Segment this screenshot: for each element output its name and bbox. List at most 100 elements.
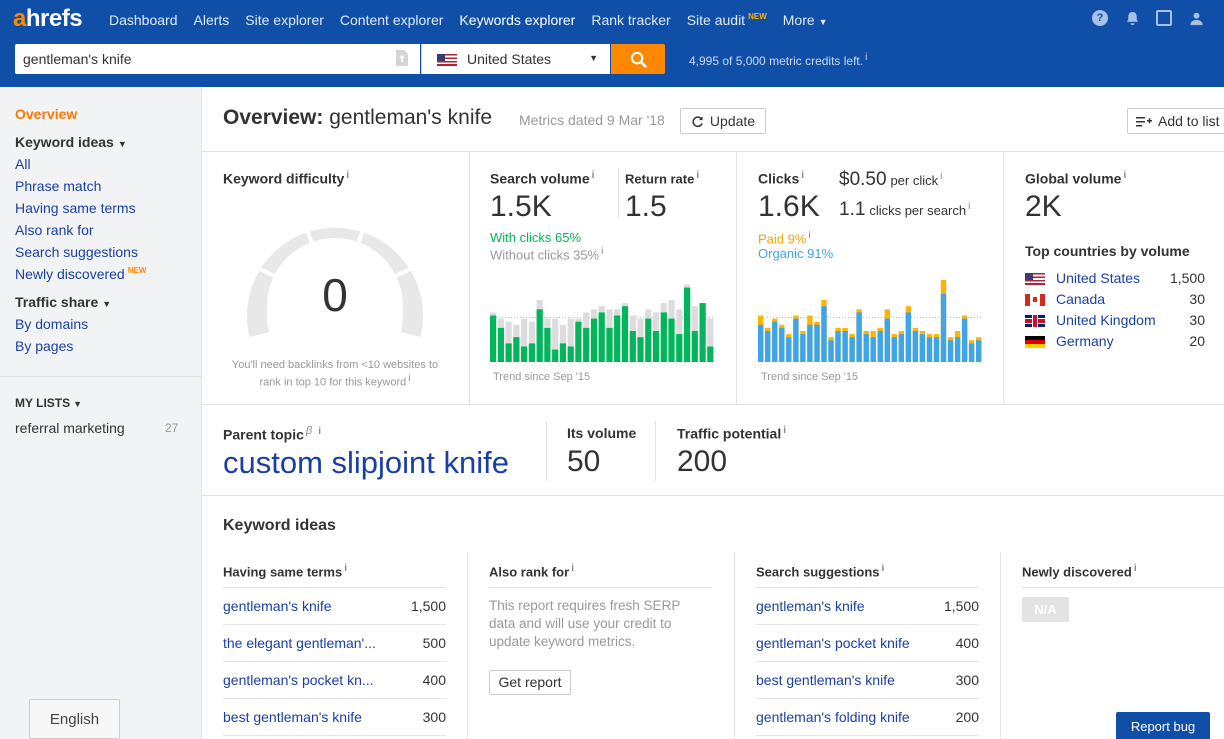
trend-bar	[606, 327, 613, 362]
nav-dashboard[interactable]: Dashboard	[109, 12, 178, 28]
keyword-link[interactable]: best gentleman's knife	[756, 672, 895, 688]
divider	[618, 168, 619, 218]
nav-more[interactable]: More ▼	[783, 12, 828, 28]
info-icon[interactable]: i	[808, 230, 811, 241]
keyword-link[interactable]: gentleman's knife	[223, 598, 332, 614]
trend-bar	[590, 318, 598, 362]
sidebar-item-all[interactable]: All	[15, 156, 31, 172]
nav-site-audit[interactable]: Site audit NEW	[687, 12, 767, 28]
nav-alerts[interactable]: Alerts	[193, 12, 230, 28]
keyword-volume: 200	[955, 709, 979, 725]
trend-bar	[528, 343, 535, 362]
sidebar-item-newly-discovered[interactable]: Newly discovered NEW	[15, 266, 146, 282]
sidebar-item-also-rank-for[interactable]: Also rank for	[15, 222, 94, 238]
us-flag-icon	[1025, 273, 1045, 285]
keyword-link[interactable]: gentleman's folding knife	[756, 709, 910, 725]
country-select[interactable]: United States ▼	[421, 44, 610, 74]
kd-note-text: You'll need backlinks from <10 websites …	[231, 359, 439, 389]
search-volume-trend-chart	[490, 284, 715, 362]
sidebar-item-having-same-terms[interactable]: Having same terms	[15, 200, 136, 216]
nav-keywords-explorer[interactable]: Keywords explorer	[459, 12, 576, 28]
trend-label: Trend since Sep '15	[493, 371, 591, 383]
country-row[interactable]: United Kingdom 30	[1025, 312, 1224, 332]
list-item[interactable]: referral marketing	[15, 420, 125, 436]
country-name[interactable]: United States	[1056, 270, 1141, 286]
trend-bar	[779, 327, 785, 362]
keyword-link[interactable]: best gentleman's knife	[223, 709, 362, 725]
report-bug-button[interactable]: Report bug	[1116, 712, 1210, 739]
top-header: ahrefs Dashboard Alerts Site explorer Co…	[0, 0, 1224, 87]
info-icon[interactable]: i	[940, 171, 943, 183]
return-rate-value: 1.5	[625, 190, 667, 223]
sidebar-head-keyword-ideas[interactable]: Keyword ideas ▼	[15, 134, 127, 150]
info-icon[interactable]: i	[591, 170, 595, 181]
trend-bar	[536, 309, 543, 362]
trend-bar	[660, 312, 667, 362]
sidebar-item-phrase-match[interactable]: Phrase match	[15, 178, 102, 194]
keyword-link[interactable]: gentleman's knife	[756, 598, 865, 614]
add-to-list-button[interactable]: Add to list	[1127, 108, 1224, 134]
sidebar-divider	[0, 376, 201, 377]
get-report-button[interactable]: Get report	[489, 670, 571, 695]
divider	[467, 552, 468, 739]
country-row[interactable]: United States 1,500	[1025, 270, 1224, 290]
keyword-link[interactable]: gentleman's pocket knife	[756, 635, 910, 651]
sidebar-head-traffic-share[interactable]: Traffic share ▼	[15, 294, 111, 310]
my-lists-label: MY LISTS	[15, 396, 71, 410]
nav-content-explorer[interactable]: Content explorer	[339, 12, 444, 28]
country-volume: 20	[1189, 333, 1205, 349]
country-name[interactable]: Canada	[1056, 291, 1106, 307]
country-name[interactable]: United Kingdom	[1056, 312, 1156, 328]
info-icon[interactable]: i	[601, 246, 604, 257]
info-icon[interactable]: i	[865, 52, 868, 63]
trend-bar	[629, 331, 636, 362]
sidebar-item-by-domains[interactable]: By domains	[15, 316, 89, 332]
keyword-link[interactable]: gentleman's pocket kn...	[223, 672, 374, 688]
info-icon[interactable]: i	[968, 201, 971, 213]
trend-bar	[814, 324, 820, 362]
my-lists-head[interactable]: MY LISTS ▼	[15, 396, 82, 410]
sidebar-item-by-pages[interactable]: By pages	[15, 338, 74, 354]
nav-site-explorer[interactable]: Site explorer	[245, 12, 324, 28]
kd-value: 0	[322, 269, 348, 321]
country-name[interactable]: Germany	[1056, 333, 1114, 349]
trend-bar-top	[559, 324, 566, 362]
info-icon[interactable]: i	[696, 170, 700, 181]
divider	[202, 151, 1224, 152]
info-icon[interactable]: i	[783, 425, 787, 436]
page-title: Overview: gentleman's knife	[223, 106, 492, 130]
info-icon[interactable]: i	[318, 426, 321, 437]
info-icon[interactable]: i	[346, 170, 350, 181]
sidebar-item-overview[interactable]: Overview	[15, 106, 78, 122]
trend-bar	[637, 337, 644, 362]
ahrefs-logo[interactable]: ahrefs	[13, 5, 83, 32]
sidebar-item-search-suggestions[interactable]: Search suggestions	[15, 244, 138, 260]
language-button[interactable]: English	[29, 699, 120, 739]
parent-topic-link[interactable]: custom slipjoint knife	[223, 445, 510, 480]
bell-icon[interactable]	[1124, 10, 1140, 26]
info-icon[interactable]: i	[1123, 170, 1127, 181]
info-icon[interactable]: i	[1133, 563, 1137, 574]
update-button[interactable]: Update	[680, 108, 766, 134]
info-icon[interactable]: i	[408, 373, 411, 384]
search-volume-title: Search volume i	[490, 170, 594, 187]
info-icon[interactable]: i	[571, 563, 574, 574]
nav-site-audit-label: Site audit	[686, 12, 746, 28]
info-icon[interactable]: i	[801, 170, 805, 181]
search-button[interactable]	[611, 44, 665, 74]
help-icon[interactable]: ?	[1092, 10, 1108, 26]
info-icon[interactable]: i	[344, 563, 348, 574]
germany-flag-icon	[1025, 336, 1045, 348]
kd-note: You'll need backlinks from <10 websites …	[222, 359, 448, 390]
user-icon[interactable]	[1188, 10, 1204, 26]
upload-icon[interactable]	[393, 50, 411, 68]
info-icon[interactable]: i	[881, 563, 885, 574]
trend-bar	[870, 337, 876, 362]
trend-bar	[621, 306, 629, 362]
keyword-link[interactable]: the elegant gentleman'...	[223, 635, 376, 651]
country-row[interactable]: Canada 30	[1025, 291, 1224, 311]
inbox-icon[interactable]	[1156, 10, 1172, 26]
keyword-search-input[interactable]	[15, 44, 420, 74]
nav-rank-tracker[interactable]: Rank tracker	[591, 12, 671, 28]
country-row[interactable]: Germany 20	[1025, 333, 1224, 353]
